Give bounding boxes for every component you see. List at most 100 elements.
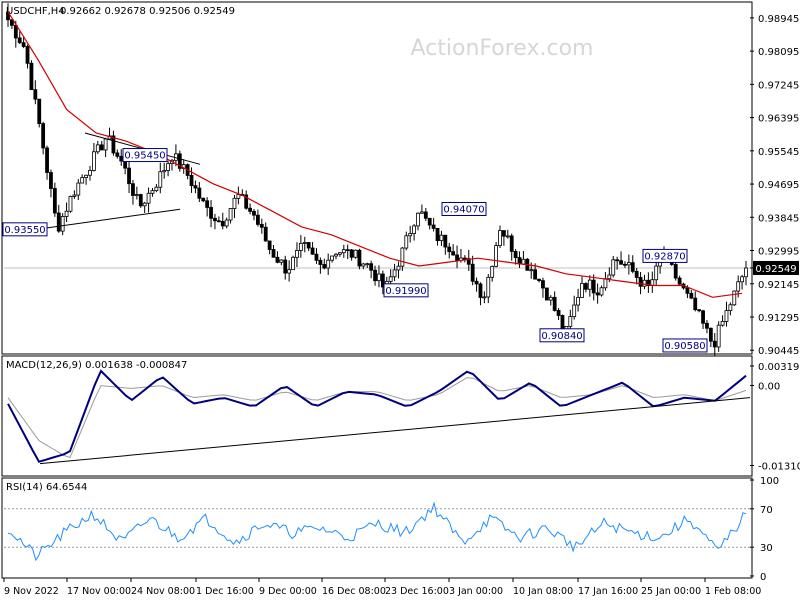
candle-body <box>529 269 534 272</box>
price-axis-label: 0.98095 <box>758 47 799 58</box>
rsi-panel-title: RSI(14) 64.6544 <box>6 482 87 493</box>
candle-body <box>677 277 682 285</box>
candle-body <box>349 249 354 258</box>
candle-body <box>396 265 401 271</box>
candle-body <box>431 224 436 229</box>
candle-body <box>177 153 182 169</box>
candle-body <box>732 290 737 306</box>
candle-body <box>345 249 350 252</box>
candle-body <box>494 245 498 267</box>
price-axis-label: 0.93845 <box>758 213 799 224</box>
candle-body <box>146 192 151 204</box>
candle-body <box>216 220 221 223</box>
price-axis-label: 0.90445 <box>758 346 799 357</box>
price-axis-label: 0.98945 <box>758 14 799 25</box>
candle-body <box>45 147 49 173</box>
candle-body <box>138 194 143 207</box>
price-axis-label: 0.96395 <box>758 114 799 125</box>
annotation-label: 0.90840 <box>541 331 582 342</box>
price-panel-frame <box>1 1 753 355</box>
annotation-label: 0.90580 <box>664 341 705 352</box>
price-axis-label: 0.92145 <box>758 280 799 291</box>
rsi-axis-label: 70 <box>760 505 773 516</box>
time-axis: 9 Nov 2022 17 Nov 00:00 24 Nov 08:00 1 Dec … <box>3 578 761 597</box>
candle-body <box>537 278 541 282</box>
candle-body <box>193 185 198 189</box>
time-axis-label: 25 Jan 00:00 <box>641 586 701 597</box>
candle-body <box>724 310 729 322</box>
candle-body <box>259 223 264 228</box>
candle-body <box>322 264 327 269</box>
candle-body <box>697 309 702 312</box>
lower-trend-line <box>39 208 181 230</box>
candle-body <box>611 259 616 276</box>
candle-body <box>560 315 565 331</box>
macd-axis-label: -0.013108 <box>758 462 800 473</box>
time-axis-label: 10 Jan 08:00 <box>513 586 573 597</box>
candle-body <box>353 249 358 258</box>
candle-body <box>154 186 159 192</box>
candle-body <box>111 135 116 154</box>
candle-body <box>474 280 479 285</box>
candle-body <box>716 324 721 348</box>
current-price-label: 0.92549 <box>755 264 796 275</box>
candle-body <box>252 210 256 216</box>
candle-body <box>306 242 311 249</box>
candle-body <box>744 267 748 278</box>
candle-body <box>443 234 448 248</box>
candle-body <box>584 283 588 290</box>
time-axis-label: 3 Jan 00:00 <box>449 586 503 597</box>
candle-body <box>68 196 73 212</box>
candle-body <box>619 260 623 265</box>
candle-body <box>56 212 61 232</box>
candle-body <box>423 211 428 219</box>
candle-body <box>314 253 319 261</box>
candle-body <box>689 292 694 299</box>
candle-body <box>115 152 120 157</box>
candle-body <box>205 200 210 208</box>
candle-body <box>728 304 733 311</box>
candle-body <box>505 235 510 238</box>
candle-body <box>541 280 545 289</box>
candle-body <box>158 171 163 188</box>
candle-body <box>482 296 487 299</box>
rsi-layer <box>4 501 750 562</box>
candle-body <box>377 273 381 282</box>
candle-body <box>576 297 580 306</box>
annotation-box <box>642 248 688 263</box>
candle-body <box>568 316 573 327</box>
rsi-axis-label: 0 <box>760 572 766 583</box>
candle-body <box>486 276 491 298</box>
candle-body <box>451 251 456 256</box>
price-axis-label: 0.94695 <box>758 180 799 191</box>
candle-body <box>341 249 346 254</box>
candle-body <box>638 277 643 287</box>
candle-body <box>142 202 147 207</box>
candle-body <box>49 172 53 189</box>
candle-body <box>21 42 26 47</box>
candle-body <box>37 98 42 125</box>
candle-body <box>498 230 502 247</box>
candle-body <box>267 240 272 250</box>
candle-body <box>127 167 131 185</box>
macd-axis-label: 0.003197 <box>758 362 800 373</box>
candle-body <box>572 304 577 318</box>
candle-body <box>712 340 717 348</box>
candle-body <box>150 190 155 194</box>
price-candles <box>6 3 748 357</box>
candle-body <box>708 327 713 342</box>
candle-body <box>478 283 483 298</box>
candle-body <box>201 197 206 202</box>
time-axis-label: 1 Dec 16:00 <box>196 586 254 597</box>
candle-body <box>490 265 495 278</box>
candle-body <box>701 310 705 324</box>
candle-body <box>29 62 34 91</box>
current-price-label-bg <box>753 260 799 275</box>
candle-body <box>380 273 385 288</box>
candle-body <box>209 207 213 219</box>
macd-panel-title: MACD(12,26,9) 0.001638 -0.000847 <box>6 360 187 371</box>
time-axis-label: 9 Dec 00:00 <box>259 586 317 597</box>
candle-body <box>84 174 88 178</box>
candle-body <box>654 265 659 281</box>
candle-body <box>447 246 452 253</box>
